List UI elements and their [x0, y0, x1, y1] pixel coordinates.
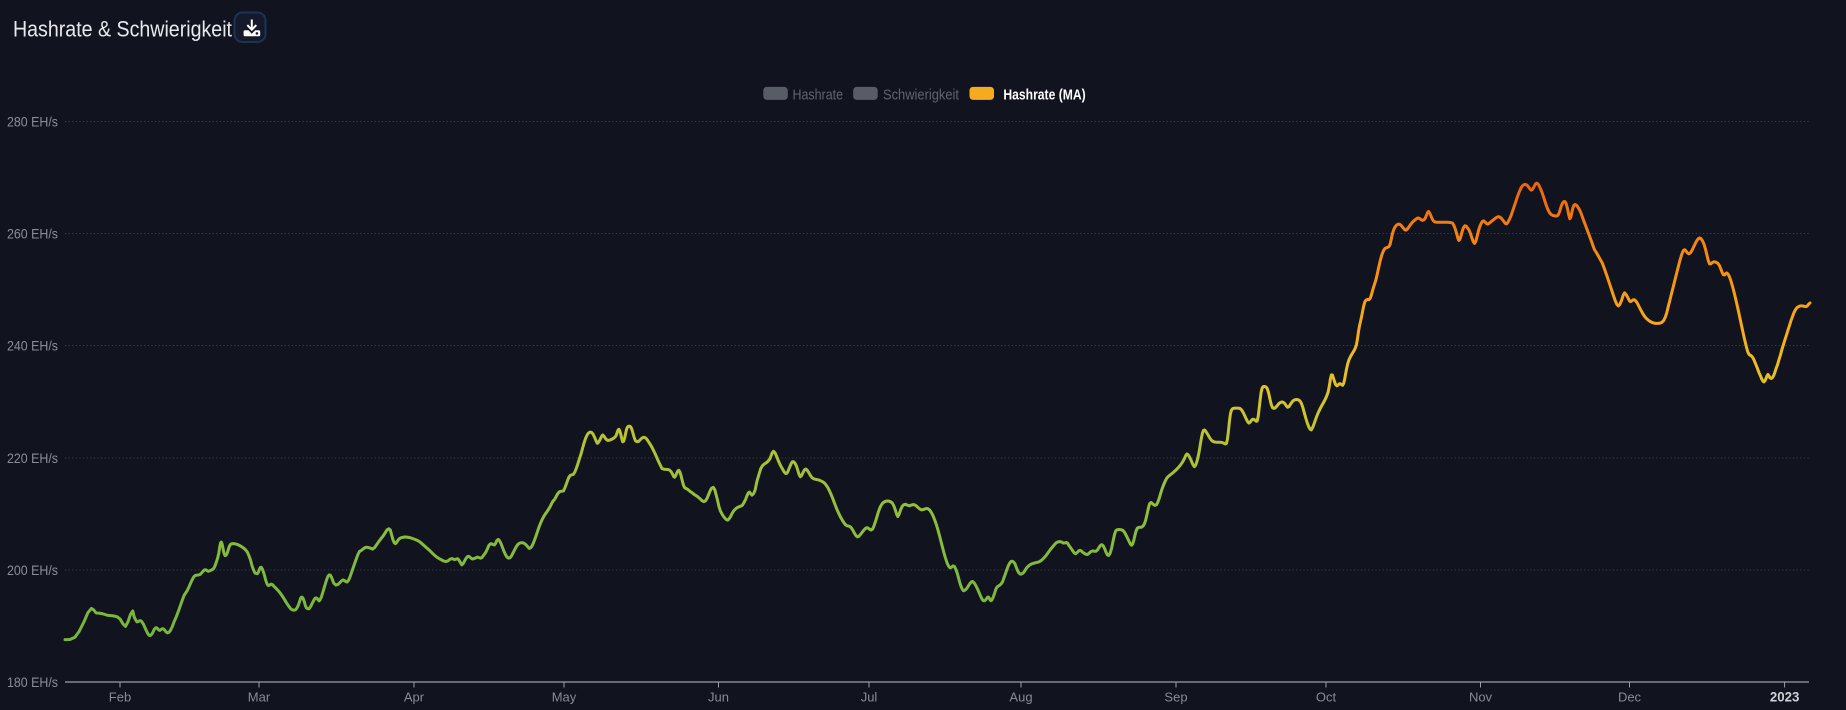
svg-text:Sep: Sep	[1164, 690, 1187, 705]
svg-text:220 EH/s: 220 EH/s	[7, 450, 58, 466]
svg-text:Hashrate (MA): Hashrate (MA)	[1003, 86, 1085, 103]
svg-text:Oct: Oct	[1316, 690, 1337, 705]
svg-text:200 EH/s: 200 EH/s	[7, 562, 58, 578]
svg-text:May: May	[552, 690, 577, 705]
svg-text:Hashrate: Hashrate	[793, 86, 844, 103]
svg-text:2023: 2023	[1770, 690, 1800, 705]
svg-text:280 EH/s: 280 EH/s	[7, 114, 58, 130]
svg-text:Mar: Mar	[248, 690, 271, 705]
svg-text:Dec: Dec	[1618, 690, 1642, 705]
svg-text:Apr: Apr	[404, 690, 425, 705]
svg-text:180 EH/s: 180 EH/s	[7, 674, 58, 690]
svg-text:Hashrate & Schwierigkeit: Hashrate & Schwierigkeit	[13, 17, 232, 42]
svg-text:Feb: Feb	[109, 690, 131, 705]
svg-text:Nov: Nov	[1469, 690, 1493, 705]
svg-text:240 EH/s: 240 EH/s	[7, 338, 58, 354]
svg-text:Schwierigkeit: Schwierigkeit	[883, 86, 960, 103]
svg-text:260 EH/s: 260 EH/s	[7, 226, 58, 242]
svg-text:Aug: Aug	[1009, 690, 1032, 705]
svg-text:Jun: Jun	[708, 690, 729, 705]
svg-text:Jul: Jul	[861, 690, 878, 705]
